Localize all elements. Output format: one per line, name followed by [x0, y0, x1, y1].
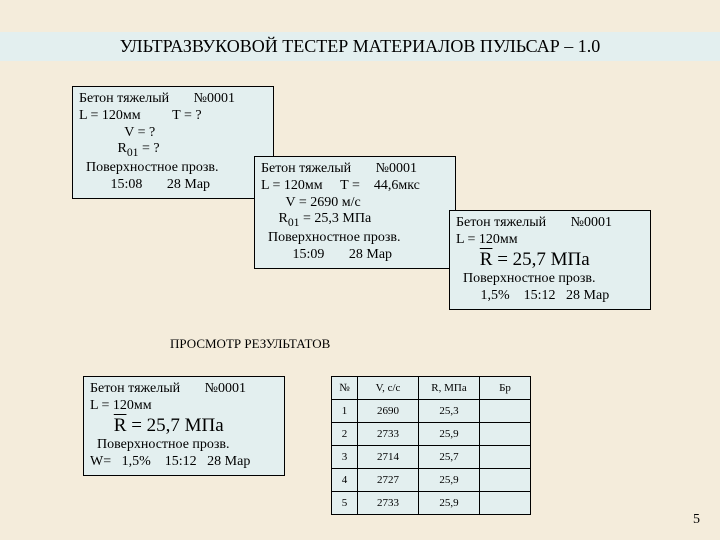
table-cell: 25,7: [419, 446, 480, 469]
results-table: №V, с/сR, МПаБр1269025,32273325,93271425…: [331, 376, 531, 515]
display-box-3: Бетон тяжелый №0001 L = 120мм R = 25,7 М…: [449, 210, 651, 310]
table-cell: 1: [332, 400, 358, 423]
table-row: 2273325,9: [332, 423, 531, 446]
table-cell: 25,9: [419, 492, 480, 515]
table-cell: 4: [332, 469, 358, 492]
table-header: №: [332, 377, 358, 400]
table-cell: 25,9: [419, 469, 480, 492]
table-row: 4272725,9: [332, 469, 531, 492]
title-text: УЛЬТРАЗВУКОВОЙ ТЕСТЕР МАТЕРИАЛОВ ПУЛЬСАР…: [114, 34, 607, 58]
table-cell: 2: [332, 423, 358, 446]
table-cell: [480, 492, 531, 515]
table-cell: 2733: [358, 492, 419, 515]
table-cell: 2727: [358, 469, 419, 492]
table-cell: 2733: [358, 423, 419, 446]
table-cell: 2714: [358, 446, 419, 469]
table-row: 3271425,7: [332, 446, 531, 469]
table-header: V, с/с: [358, 377, 419, 400]
page-number: 5: [693, 512, 700, 528]
table-header: R, МПа: [419, 377, 480, 400]
table-cell: 2690: [358, 400, 419, 423]
table-row: 1269025,3: [332, 400, 531, 423]
table-cell: [480, 469, 531, 492]
table-header: Бр: [480, 377, 531, 400]
results-label: ПРОСМОТР РЕЗУЛЬТАТОВ: [170, 336, 330, 352]
table-cell: [480, 423, 531, 446]
table-cell: 25,3: [419, 400, 480, 423]
table-cell: 3: [332, 446, 358, 469]
display-box-2: Бетон тяжелый №0001 L = 120мм T = 44,6мк…: [254, 156, 456, 269]
table-cell: [480, 400, 531, 423]
table-row: 5273325,9: [332, 492, 531, 515]
table-cell: [480, 446, 531, 469]
display-box-1: Бетон тяжелый №0001 L = 120мм T = ? V = …: [72, 86, 274, 199]
display-box-4: Бетон тяжелый №0001 L = 120мм R = 25,7 М…: [83, 376, 285, 476]
page-title: УЛЬТРАЗВУКОВОЙ ТЕСТЕР МАТЕРИАЛОВ ПУЛЬСАР…: [0, 32, 720, 61]
table-cell: 5: [332, 492, 358, 515]
table-cell: 25,9: [419, 423, 480, 446]
